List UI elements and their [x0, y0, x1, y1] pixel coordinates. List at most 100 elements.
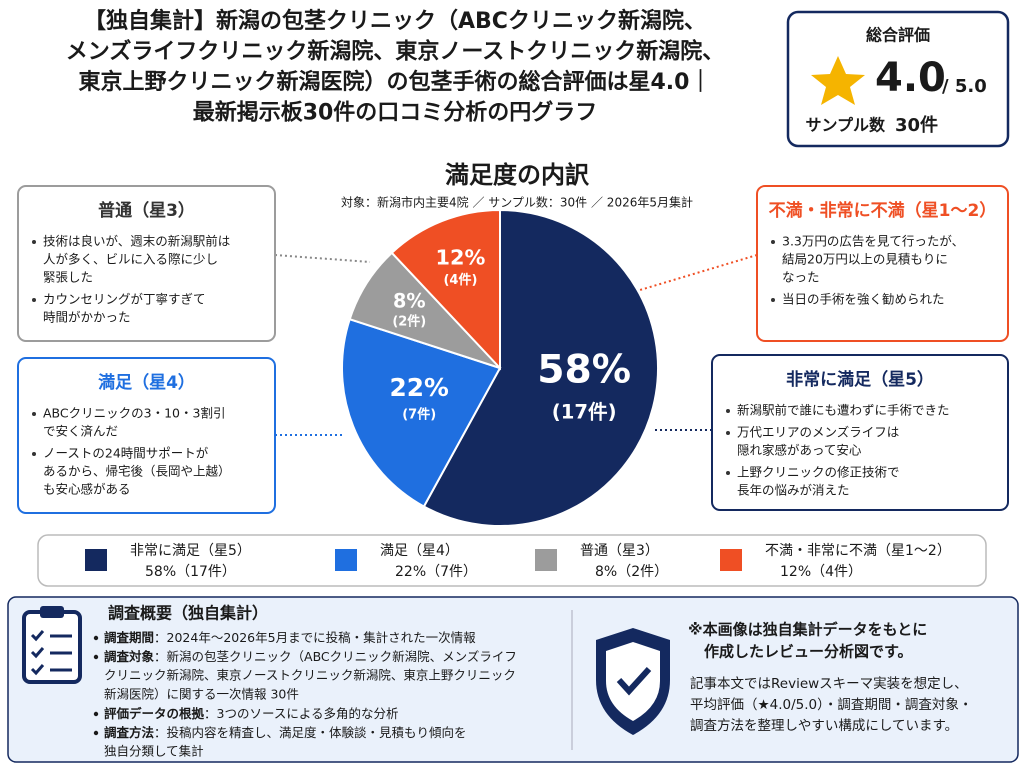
legend-label: 満足（星4） — [380, 543, 459, 559]
survey-item-label: 調査期間 — [104, 630, 154, 645]
legend-box — [37, 534, 987, 587]
survey-item-text: ：3つのソースによる多角的な分析 — [204, 706, 398, 721]
page-title-line: 最新掲示板30件の口コミ分析の円グラフ — [193, 100, 598, 126]
bullet — [93, 654, 99, 660]
note-body: 記事本文ではReviewスキーマ実装を想定し、 — [690, 675, 968, 692]
slice-count-label: (4件) — [443, 272, 477, 288]
legend-value: 8%（2件） — [595, 564, 668, 580]
survey-item-text: 新潟医院）に関する一次情報 30件 — [104, 687, 299, 702]
survey-title: 調査概要（独自集計） — [108, 604, 268, 623]
callout-title: 普通（星3） — [98, 200, 195, 221]
survey-item: 調査期間：2024年～2026年5月までに投稿・集計された一次情報 — [104, 630, 476, 645]
callout-text: で安く済んだ — [43, 424, 118, 439]
callout-text: 万代エリアのメンズライフは — [737, 425, 899, 440]
callout-text: 隠れ家感があって安心 — [737, 443, 862, 458]
callout-text: あるから、帰宅後（長岡や上越） — [43, 464, 231, 479]
survey-item-label: 評価データの根拠 — [104, 706, 205, 721]
legend-swatch — [85, 549, 107, 571]
chart-title: 満足度の内訳 — [445, 161, 590, 189]
bullet — [93, 711, 99, 717]
page-title-line: メンズライフクリニック新潟院、東京ノーストクリニック新潟院、 — [66, 39, 724, 65]
survey-item: 調査対象：新潟の包茎クリニック（ABCクリニック新潟院、メンズライフ — [104, 649, 517, 664]
legend-label: 普通（星3） — [580, 543, 659, 559]
bullet — [32, 298, 36, 302]
rating-max: / 5.0 — [942, 76, 987, 97]
survey-item-text: ：投稿内容を精査し、満足度・体験談・見積もり傾向を — [154, 725, 467, 740]
bullet — [771, 240, 775, 244]
note-heading: 作成したレビュー分析図です。 — [704, 643, 913, 661]
survey-item-text: ：2024年～2026年5月までに投稿・集計された一次情報 — [154, 630, 476, 645]
pie-slice — [390, 208, 501, 371]
survey-item-text: ：新潟の包茎クリニック（ABCクリニック新潟院、メンズライフ — [154, 649, 517, 664]
rating-score: 4.0 — [875, 55, 946, 101]
note-body: 調査方法を整理しやすい構成にしています。 — [690, 718, 958, 734]
connector — [274, 254, 371, 263]
callout-text: 新潟駅前で誰にも遭わずに手術できた — [737, 403, 950, 418]
callout-text: なった — [782, 270, 820, 285]
callout-text: 上野クリニックの修正技術で — [737, 465, 900, 480]
slice-value-label: 8% — [393, 289, 426, 312]
slice-count-label: (2件) — [392, 313, 426, 329]
bullet — [32, 452, 36, 456]
bullet — [726, 471, 730, 475]
callout-text: カウンセリングが丁寧すぎて — [43, 292, 206, 307]
bullet — [93, 730, 99, 736]
callout-text: 3.3万円の広告を見て行ったが、 — [782, 234, 964, 249]
note-heading: ※本画像は独自集計データをもとに — [688, 621, 927, 639]
legend-value: 58%（17件） — [145, 564, 236, 580]
survey-item-text: クリニック新潟院、東京ノーストクリニック新潟院、東京上野クリニック — [104, 668, 516, 683]
callout-text: 長年の悩みが消えた — [737, 483, 850, 498]
callout-text: 緊張した — [43, 270, 93, 285]
pie-slice — [422, 208, 659, 527]
callout-text: 当日の手術を強く勧められた — [782, 292, 945, 307]
note-body: 平均評価（★4.0/5.0）・調査期間・調査対象・ — [690, 697, 972, 713]
callout-title: 不満・非常に不満（星1～2） — [769, 200, 997, 221]
callout-text: ABCクリニックの3・10・3割引 — [43, 406, 225, 421]
callout-box — [711, 354, 1009, 511]
callout-text: も安心感がある — [43, 482, 131, 497]
callout-box — [17, 357, 276, 514]
connectors — [274, 254, 758, 436]
callout-text: ノーストの24時間サポートが — [43, 446, 209, 461]
survey-item-label: 調査対象 — [104, 649, 155, 664]
survey-panel — [7, 596, 1019, 763]
bullet — [32, 240, 36, 244]
legend-swatch — [335, 549, 357, 571]
survey-item-label: 調査方法 — [104, 725, 155, 740]
rating-label: 総合評価 — [866, 26, 930, 45]
star-icon — [811, 56, 865, 105]
page-title-line: 【独自集計】新潟の包茎クリニック（ABCクリニック新潟院、 — [84, 8, 706, 34]
sample-value: 30件 — [895, 114, 938, 136]
survey-item: 評価データの根拠：3つのソースによる多角的な分析 — [104, 706, 398, 721]
clipboard-icon — [22, 606, 82, 684]
slice-value-label: 22% — [390, 373, 450, 402]
bullet — [32, 412, 36, 416]
bullet — [726, 431, 730, 435]
page-title-line: 東京上野クリニック新潟医院）の包茎手術の総合評価は星4.0｜ — [79, 69, 712, 95]
slice-count-label: (7件) — [402, 406, 436, 422]
shield-icon — [596, 628, 670, 735]
slice-value-label: 58% — [537, 347, 631, 392]
rating-box — [786, 10, 1010, 148]
callout-title: 非常に満足（星5） — [786, 369, 934, 390]
chart-subtitle: 対象：新潟市内主要4院 ／ サンプル数：30件 ／ 2026年5月集計 — [341, 195, 693, 210]
callout-text: 人が多く、ビルに入る際に少し — [43, 252, 218, 267]
survey-item-text: 独自分類して集計 — [104, 744, 204, 759]
survey-item: 調査方法：投稿内容を精査し、満足度・体験談・見積もり傾向を — [104, 725, 467, 740]
legend-label: 不満・非常に不満（星1～2） — [765, 543, 951, 559]
legend-swatch — [535, 549, 557, 571]
slice-value-label: 12% — [436, 246, 486, 270]
pie-slice — [341, 317, 502, 508]
bullet — [93, 635, 99, 641]
bullet — [726, 409, 730, 413]
legend-value: 22%（7件） — [395, 564, 477, 580]
slice-count-label: (17件) — [552, 401, 617, 424]
callout-text: 時間がかかった — [43, 310, 131, 325]
bullet — [771, 298, 775, 302]
callout-box — [17, 185, 276, 342]
legend-swatch — [720, 549, 742, 571]
legend-label: 非常に満足（星5） — [130, 543, 251, 559]
sample-label: サンプル数 — [805, 116, 886, 135]
